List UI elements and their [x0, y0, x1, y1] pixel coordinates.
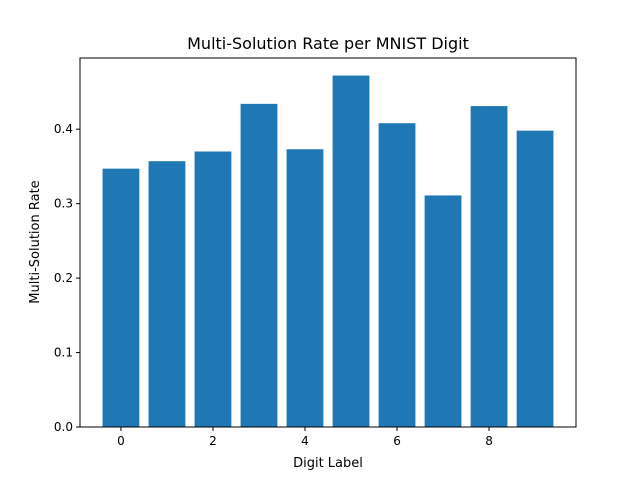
bar-digit-4	[286, 149, 324, 427]
bar-digit-0	[102, 168, 140, 427]
x-tick-label: 8	[485, 434, 493, 448]
y-tick-label: 0.1	[54, 346, 73, 360]
bar-digit-9	[516, 130, 554, 427]
chart-title: Multi-Solution Rate per MNIST Digit	[187, 34, 469, 53]
y-tick-label: 0.2	[54, 271, 73, 285]
x-axis-ticks: 0 2 4 6 8	[117, 427, 493, 448]
bar-digit-8	[470, 106, 508, 428]
x-tick-label: 6	[393, 434, 401, 448]
y-tick-label: 0.4	[54, 122, 73, 136]
x-tick-label: 0	[117, 434, 125, 448]
plot-frame	[79, 57, 577, 428]
y-tick-label: 0.3	[54, 197, 73, 211]
bar-digit-1	[148, 161, 186, 427]
bar-digit-2	[194, 151, 232, 427]
y-axis-ticks: 0.0 0.1 0.2 0.3 0.4	[54, 122, 80, 434]
x-axis-label: Digit Label	[293, 456, 363, 471]
bar-digit-7	[424, 195, 462, 427]
bars-group	[102, 75, 554, 428]
x-tick-label: 2	[209, 434, 217, 448]
bar-digit-3	[240, 103, 278, 427]
bar-digit-5	[332, 75, 370, 428]
y-tick-label: 0.0	[54, 420, 73, 434]
x-tick-label: 4	[301, 434, 309, 448]
bar-digit-6	[378, 123, 416, 427]
y-axis-label: Multi-Solution Rate	[28, 180, 43, 303]
